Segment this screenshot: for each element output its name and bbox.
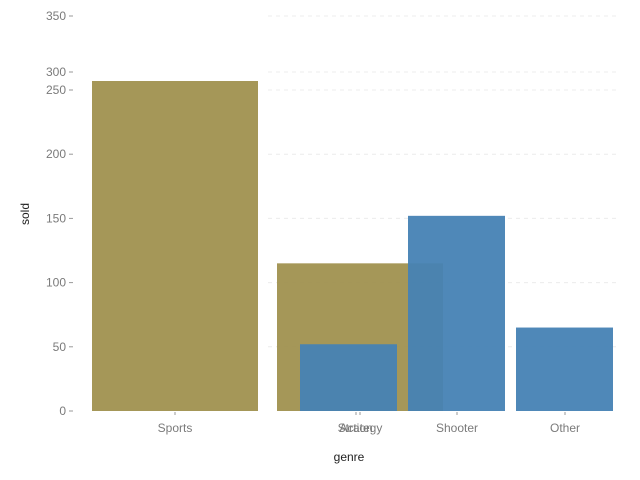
y-tick-label-50: 50 <box>53 340 67 354</box>
y-axis-title: sold <box>18 203 32 225</box>
x-tick-label-shooter: Shooter <box>436 421 478 435</box>
x-tick-label-sports: Sports <box>158 421 193 435</box>
x-tick-label-action: Action <box>339 421 372 435</box>
y-tick-label-350: 350 <box>46 9 66 23</box>
bar-sports <box>92 81 258 411</box>
bar-shooter <box>408 215 505 411</box>
y-tick-label-100: 100 <box>46 276 66 290</box>
x-axis-title: genre <box>334 450 365 464</box>
bar-strategy <box>300 344 397 411</box>
y-tick-label-200: 200 <box>46 147 66 161</box>
x-tick-label-other: Other <box>550 421 580 435</box>
y-axis: 0 50 100 150 200 250 300 350 <box>46 9 73 418</box>
x-tick-label-strategy: Strategy <box>338 421 383 435</box>
y-tick-label-300: 300 <box>46 65 66 79</box>
y-tick-label-250: 250 <box>46 83 66 97</box>
y-tick-label-150: 150 <box>46 211 66 225</box>
bars <box>92 81 613 411</box>
bar-other <box>516 327 613 411</box>
y-tick-label-0: 0 <box>59 404 66 418</box>
